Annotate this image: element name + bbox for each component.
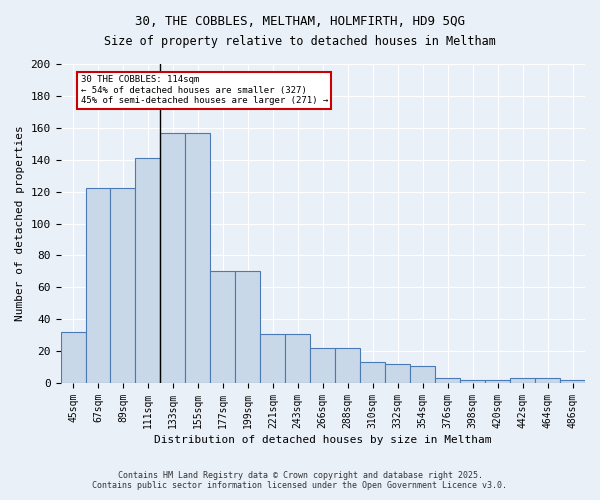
Bar — [211, 272, 235, 383]
X-axis label: Distribution of detached houses by size in Meltham: Distribution of detached houses by size … — [154, 435, 491, 445]
Text: Contains HM Land Registry data © Crown copyright and database right 2025.
Contai: Contains HM Land Registry data © Crown c… — [92, 470, 508, 490]
Bar — [510, 378, 535, 383]
Bar — [310, 348, 335, 383]
Bar — [410, 366, 435, 383]
Bar — [136, 158, 160, 383]
Bar — [61, 332, 86, 383]
Bar — [335, 348, 360, 383]
Bar — [435, 378, 460, 383]
Bar — [185, 132, 211, 383]
Bar — [485, 380, 510, 383]
Bar — [560, 380, 585, 383]
Bar — [110, 188, 136, 383]
Bar — [535, 378, 560, 383]
Bar — [260, 334, 286, 383]
Text: 30, THE COBBLES, MELTHAM, HOLMFIRTH, HD9 5QG: 30, THE COBBLES, MELTHAM, HOLMFIRTH, HD9… — [135, 15, 465, 28]
Bar — [460, 380, 485, 383]
Bar — [160, 132, 185, 383]
Bar — [385, 364, 410, 383]
Bar — [286, 334, 310, 383]
Text: 30 THE COBBLES: 114sqm
← 54% of detached houses are smaller (327)
45% of semi-de: 30 THE COBBLES: 114sqm ← 54% of detached… — [80, 75, 328, 105]
Y-axis label: Number of detached properties: Number of detached properties — [15, 126, 25, 322]
Bar — [360, 362, 385, 383]
Bar — [235, 272, 260, 383]
Text: Size of property relative to detached houses in Meltham: Size of property relative to detached ho… — [104, 35, 496, 48]
Bar — [86, 188, 110, 383]
